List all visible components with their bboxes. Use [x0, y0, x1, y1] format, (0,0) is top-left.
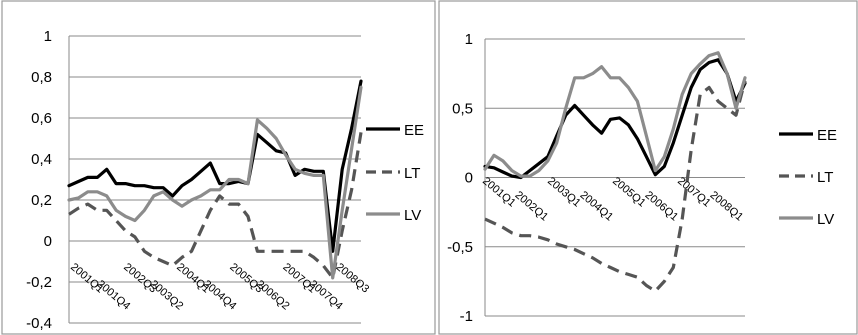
chart-1-y-tick-label: 0,2	[31, 192, 52, 209]
chart-1-x-tick-label: 2001Q4	[95, 278, 133, 312]
chart-1-x-tick-label: 2006Q2	[254, 278, 292, 312]
chart-1-y-tick-label: -0,4	[26, 315, 52, 332]
chart-2-legend-label-lt: LT	[817, 169, 833, 186]
chart-2-x-tick-label: 2002Q1	[513, 189, 551, 223]
chart-1: 10,80,60,40,20-0,2-0,42001Q12001Q42002Q3…	[26, 28, 424, 332]
chart-1-series-lv	[67, 85, 363, 280]
chart-2-x-tick-label: 2007Q1	[675, 175, 713, 209]
chart-1-legend-label-ee: EE	[404, 122, 424, 139]
chart-2-y-tick-label: -1	[460, 308, 473, 325]
chart-1-y-tick-label: 0,8	[31, 69, 52, 86]
chart-2-x-tick-label: 2004Q1	[578, 189, 616, 223]
chart-2-y-tick-label: 1	[465, 31, 473, 48]
chart-2-legend-label-lv: LV	[817, 211, 834, 228]
chart-1-y-tick-label: 1	[44, 28, 52, 45]
chart-2-x-tick-label: 2006Q1	[643, 189, 681, 223]
chart-2-series-lv	[483, 51, 747, 178]
chart-2-frame	[438, 0, 858, 335]
chart-2-x-tick-label: 2008Q1	[708, 189, 746, 223]
chart-2-legend-label-ee: EE	[817, 127, 837, 144]
chart-1-x-tick-label: 2007Q4	[307, 278, 345, 312]
chart-2-x-tick-label: 2003Q1	[545, 175, 583, 209]
chart-2: 1 0,5 0 -0,5 -1 2001Q12002Q12003Q12004Q12005Q…	[447, 31, 837, 325]
chart-1-legend-label-lt: LT	[404, 165, 420, 182]
chart-1-y-tick-label: -0,2	[26, 274, 52, 291]
chart-2-y-tick-label: -0,5	[447, 239, 473, 256]
chart-1-series-lt	[68, 132, 363, 280]
chart-1-series-ee	[67, 79, 363, 253]
chart-2-series-lt	[484, 80, 747, 293]
chart-2-y-tick-label: 0	[465, 170, 473, 187]
chart-1-x-tick-label: 2008Q3	[334, 261, 372, 295]
chart-1-y-tick-label: 0,4	[31, 151, 52, 168]
chart-1-y-tick-label: 0	[44, 233, 52, 250]
chart-1-legend-label-lv: LV	[404, 207, 421, 224]
chart-1-frame	[1, 0, 436, 335]
chart-1-y-tick-label: 0,6	[31, 110, 52, 127]
chart-2-y-tick-label: 0,5	[452, 100, 473, 117]
chart-2-x-tick-label: 2005Q1	[610, 175, 648, 209]
chart-2-series-ee	[483, 58, 747, 180]
chart-1-x-tick-label: 2003Q2	[148, 278, 186, 312]
chart-2-x-tick-label: 2001Q1	[480, 175, 518, 209]
chart-1-x-tick-label: 2004Q4	[201, 278, 239, 312]
